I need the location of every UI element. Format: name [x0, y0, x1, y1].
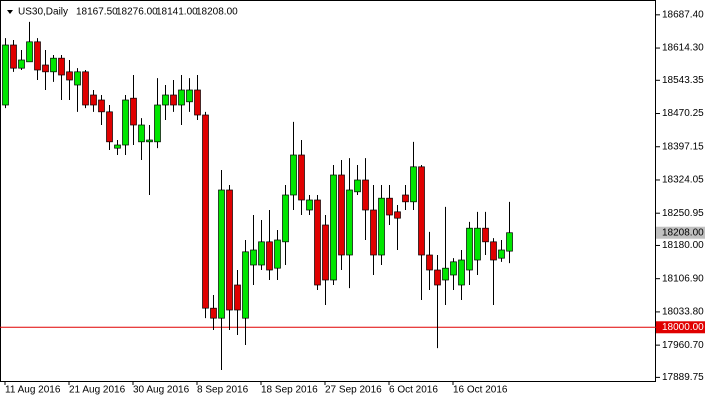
candle-body [82, 71, 89, 106]
candle-body [226, 189, 233, 311]
candle-body [234, 284, 241, 311]
y-tick-label: 18397.15 [662, 141, 704, 152]
plot-frame [0, 0, 656, 382]
candle-body [2, 44, 9, 106]
candle-body [146, 139, 153, 143]
x-tick-label: 11 Aug 2016 [5, 385, 61, 396]
candle-body [314, 199, 321, 286]
header-arrow [7, 10, 13, 14]
x-tick-label: 6 Oct 2016 [389, 385, 438, 396]
candle-body [18, 59, 25, 69]
candle-body [434, 269, 441, 286]
candle-body [66, 71, 73, 81]
y-tick-label: 18543.35 [662, 75, 704, 86]
candle-body [394, 211, 401, 219]
candle-body [298, 154, 305, 201]
level-label: 18000.00 [662, 322, 704, 333]
candle-body [90, 94, 97, 106]
header-high: 18276.00 [116, 7, 158, 18]
y-tick-label: 18106.90 [662, 273, 704, 284]
candle-body [202, 114, 209, 309]
last-price-box [656, 226, 705, 239]
candle-body [426, 254, 433, 271]
candle-body [154, 104, 161, 143]
y-tick-label: 17960.70 [662, 340, 704, 351]
header-low: 18141.00 [156, 7, 198, 18]
candle-body [74, 71, 81, 86]
candle-body [498, 249, 505, 259]
candle-body [410, 166, 417, 203]
y-tick-label: 18033.80 [662, 307, 704, 318]
candle-body [10, 44, 17, 69]
candle-body [474, 227, 481, 261]
candle-body [42, 64, 49, 73]
y-tick-label: 18250.95 [662, 208, 704, 219]
candle-body [322, 224, 329, 281]
candle-body [106, 111, 113, 143]
x-tick-label: 30 Aug 2016 [133, 385, 190, 396]
candle-body [50, 57, 57, 73]
candle-body [122, 99, 129, 146]
header-symbol: US30,Daily [18, 7, 68, 18]
x-tick-label: 27 Sep 2016 [325, 385, 382, 396]
candle-body [490, 241, 497, 261]
y-tick-label: 18614.30 [662, 43, 704, 54]
candle-body [378, 197, 385, 256]
candle-body [506, 232, 513, 252]
candle-body [458, 259, 465, 286]
candle-body [210, 307, 217, 319]
candle-body [58, 57, 65, 76]
y-tick-label: 18687.40 [662, 9, 704, 20]
candle-body [370, 209, 377, 256]
candle-body [178, 89, 185, 106]
candle-body [130, 97, 137, 126]
level-label-box [656, 321, 705, 334]
candle-body [346, 189, 353, 256]
y-tick-label: 17889.75 [662, 372, 704, 383]
candle-body [282, 194, 289, 243]
x-tick-label: 18 Sep 2016 [261, 385, 318, 396]
candle-body [170, 94, 177, 106]
candle-body [194, 89, 201, 116]
candle-body [306, 199, 313, 211]
candle-body [450, 261, 457, 276]
candle-body [34, 41, 41, 71]
y-tick-label: 18180.00 [662, 240, 704, 251]
candle-body [162, 94, 169, 106]
candle-body [466, 227, 473, 271]
candle-body [186, 89, 193, 103]
candle-body [114, 144, 121, 149]
candle-body [386, 197, 393, 216]
candle-body [402, 194, 409, 203]
x-tick-label: 21 Aug 2016 [69, 385, 126, 396]
candle-body [274, 239, 281, 269]
candle-body [218, 189, 225, 319]
candle-body [290, 154, 297, 196]
y-tick-label: 18470.25 [662, 108, 704, 119]
candle-body [442, 267, 449, 281]
candle-body [250, 249, 257, 266]
header-open: 18167.50 [76, 7, 118, 18]
candle-body [258, 241, 265, 266]
candle-body [354, 179, 361, 193]
candle-body [330, 174, 337, 281]
candle-body [26, 41, 33, 63]
candle-body [266, 241, 273, 271]
candle-body [242, 251, 249, 319]
candle-body [138, 124, 145, 143]
y-tick-label: 18324.05 [662, 175, 704, 186]
candle-body [338, 174, 345, 256]
last-price-label: 18208.00 [662, 227, 704, 238]
candle-body [482, 227, 489, 243]
candle-body [418, 166, 425, 256]
candle-body [362, 179, 369, 211]
header-close: 18208.00 [196, 7, 238, 18]
candle-body [98, 99, 105, 113]
x-tick-label: 16 Oct 2016 [453, 385, 508, 396]
x-tick-label: 8 Sep 2016 [197, 385, 249, 396]
